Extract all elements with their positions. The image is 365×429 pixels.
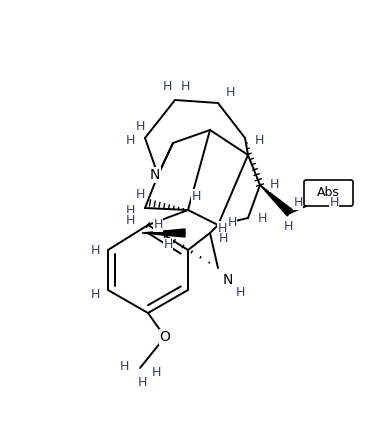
Text: H: H: [125, 214, 135, 227]
Text: H: H: [153, 218, 163, 232]
Text: H: H: [135, 188, 145, 202]
Text: H: H: [218, 233, 228, 245]
Text: H: H: [135, 120, 145, 133]
Text: H: H: [225, 87, 235, 100]
Polygon shape: [260, 185, 293, 216]
Text: H: H: [119, 360, 129, 372]
Text: H: H: [163, 239, 173, 251]
Polygon shape: [142, 229, 185, 237]
Text: H: H: [90, 288, 100, 302]
Text: H: H: [90, 244, 100, 257]
Text: H: H: [180, 79, 190, 93]
Text: H: H: [125, 205, 135, 218]
Text: H: H: [293, 196, 303, 209]
Text: H: H: [162, 79, 172, 93]
Text: H: H: [137, 375, 147, 389]
FancyBboxPatch shape: [304, 180, 353, 206]
Text: Abs: Abs: [317, 187, 340, 199]
Text: H: H: [254, 133, 264, 146]
Text: N: N: [150, 168, 160, 182]
Text: H: H: [227, 215, 237, 229]
Text: H: H: [151, 366, 161, 378]
Text: H: H: [257, 211, 267, 224]
Text: H: H: [191, 190, 201, 202]
Text: H: H: [283, 221, 293, 233]
Text: H: H: [217, 221, 227, 235]
Text: O: O: [160, 330, 170, 344]
Text: H: H: [235, 287, 245, 299]
Text: H: H: [269, 178, 279, 191]
Text: H: H: [125, 135, 135, 148]
Text: N: N: [223, 273, 233, 287]
Text: H: H: [329, 196, 339, 209]
